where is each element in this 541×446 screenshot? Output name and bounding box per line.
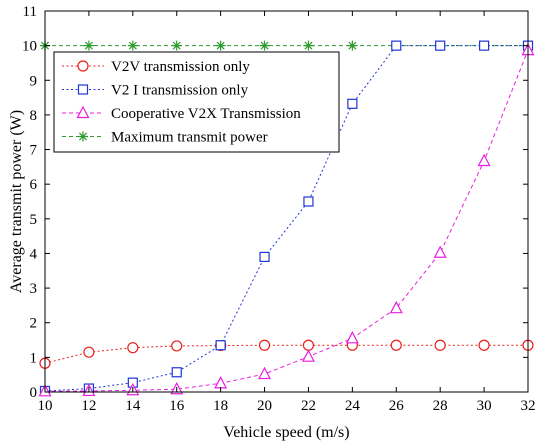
data-point-triangle: [433, 245, 447, 258]
data-point-square: [171, 367, 182, 378]
x-tick-label: 30: [477, 398, 492, 414]
legend-marker: [77, 84, 89, 95]
data-point-circle: [302, 339, 315, 351]
data-point-circle: [83, 346, 95, 358]
series-layer: [38, 40, 535, 397]
legend-marker: [78, 131, 88, 142]
legend-item: V2 I transmission only: [62, 83, 249, 99]
data-point-star: [83, 40, 94, 51]
x-tick-label: 20: [257, 398, 272, 414]
series-circle: [39, 339, 534, 369]
data-point-star: [171, 40, 182, 51]
series-triangle: [38, 42, 535, 397]
legend-item: Maximum transmit power: [62, 130, 268, 146]
legend-marker: [76, 105, 90, 119]
data-point-square: [435, 40, 446, 51]
legend-label: Cooperative V2X Transmission: [111, 106, 301, 122]
y-tick-label: 0: [30, 385, 38, 401]
data-point-circle: [390, 339, 402, 351]
data-point-star: [259, 40, 270, 51]
data-point-square: [347, 98, 358, 109]
y-tick-label: 6: [30, 177, 38, 193]
legend-label: V2 I transmission only: [111, 83, 249, 99]
data-point-square: [478, 40, 490, 51]
data-point-triangle: [345, 331, 359, 344]
legend-item: V2V transmission only: [62, 59, 250, 75]
y-tick-label: 10: [22, 39, 37, 55]
y-tick-label: 11: [23, 4, 37, 20]
x-tick-label: 24: [345, 398, 361, 414]
x-axis-title: Vehicle speed (m/s): [223, 424, 349, 441]
series-line: [44, 344, 528, 364]
y-tick-label: 3: [30, 281, 38, 297]
data-point-square: [259, 251, 270, 263]
data-point-square: [391, 40, 402, 51]
data-point-circle: [434, 339, 446, 351]
x-tick-label: 16: [169, 398, 185, 414]
legend-item: Cooperative V2X Transmission: [62, 105, 301, 122]
data-point-circle: [171, 340, 183, 352]
data-point-triangle: [258, 366, 272, 380]
x-tick-label: 26: [389, 398, 405, 414]
y-tick-label: 5: [30, 212, 38, 228]
data-point-star: [215, 40, 226, 51]
data-point-star: [127, 40, 138, 51]
x-tick-label: 18: [213, 398, 228, 414]
data-point-star: [347, 40, 358, 51]
y-tick-label: 7: [30, 143, 38, 159]
y-axis-title: Average transmit power (W): [8, 110, 25, 293]
x-tick-label: 12: [81, 398, 96, 414]
data-point-triangle: [301, 349, 315, 362]
plot-area-frame: [44, 10, 529, 393]
x-tick-label: 10: [38, 398, 53, 414]
x-tick-label: 14: [125, 398, 141, 414]
y-tick-label: 4: [30, 246, 38, 262]
data-point-triangle: [389, 300, 403, 314]
y-tick-label: 2: [30, 316, 38, 332]
data-point-triangle: [477, 153, 491, 167]
series-line: [44, 49, 529, 392]
x-tick-label: 22: [301, 398, 316, 414]
x-tick-label: 28: [433, 398, 448, 414]
data-point-star: [303, 40, 314, 51]
legend-label: Maximum transmit power: [111, 130, 268, 146]
legend-box: [53, 51, 340, 153]
y-tick-label: 8: [30, 108, 38, 124]
data-point-square: [303, 196, 314, 207]
data-point-circle: [478, 339, 490, 351]
legend: V2V transmission only V2 I transmission o…: [53, 51, 340, 153]
y-tick-label: 9: [30, 73, 38, 89]
data-point-circle: [127, 342, 139, 354]
data-point-square: [215, 340, 226, 351]
legend-marker: [77, 60, 89, 72]
series-line: [44, 45, 528, 392]
legend-label: V2V transmission only: [111, 59, 250, 75]
x-tick-label: 32: [521, 398, 536, 414]
y-tick-label: 1: [30, 350, 38, 366]
data-point-circle: [258, 339, 271, 351]
